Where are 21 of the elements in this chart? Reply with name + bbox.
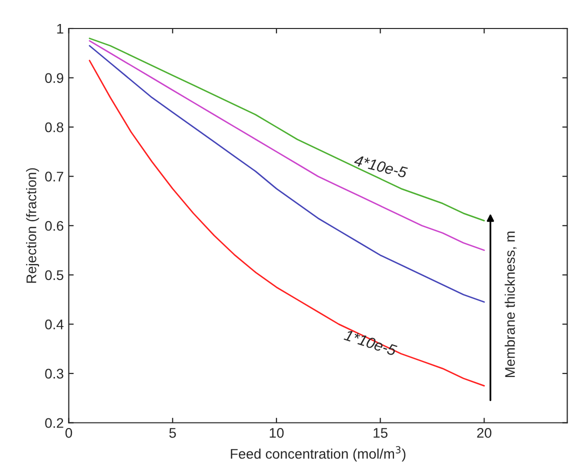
y-tick-label: 0.8: [45, 122, 64, 132]
x-axis-title: Feed concentration (mol/m$^{3}$): [230, 446, 406, 462]
y-tick-label: 1: [57, 24, 64, 34]
x-tick-label: 5: [169, 428, 176, 438]
y-tick-label: 0.7: [45, 172, 64, 182]
y-tick-label: 0.3: [45, 368, 64, 379]
y-axis-title: Rejection (fraction): [26, 168, 40, 283]
annotation: Membrane thickness, m: [504, 232, 517, 378]
x-tick-label: 15: [374, 428, 388, 438]
x-tick-label: 0: [65, 428, 72, 438]
annotation: 1*10e-5: [344, 329, 398, 356]
y-tick-label: 0.6: [45, 220, 64, 231]
line-series: [88, 45, 485, 303]
annotation: 4*10e-5: [353, 154, 408, 178]
y-tick-label: 0.4: [45, 320, 64, 330]
y-tick-label: 0.5: [45, 270, 64, 280]
x-tick-label: 20: [477, 428, 492, 438]
y-tick-label: 0.9: [45, 73, 64, 83]
line-series: [88, 60, 485, 386]
x-tick-label: 10: [270, 428, 284, 438]
y-tick-label: 0.2: [45, 418, 64, 428]
